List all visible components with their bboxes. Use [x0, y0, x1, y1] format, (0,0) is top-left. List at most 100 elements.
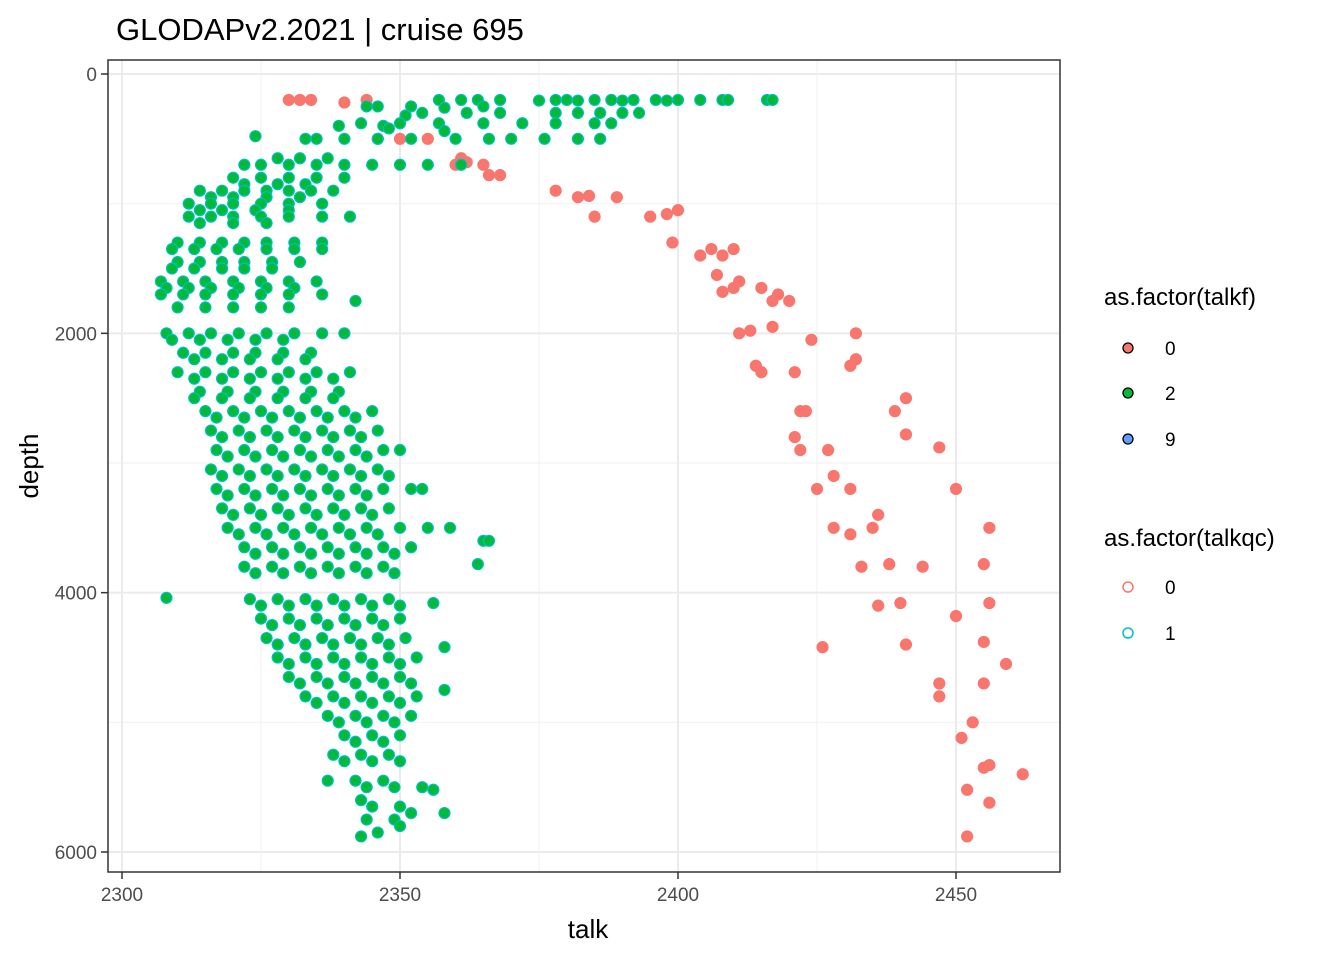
- data-point: [405, 806, 418, 820]
- data-point: [316, 210, 329, 223]
- data-point: [382, 651, 395, 664]
- data-point: [282, 612, 295, 625]
- data-point: [788, 366, 801, 379]
- data-point: [788, 430, 801, 444]
- data-point: [227, 508, 240, 521]
- data-point: [210, 242, 223, 256]
- legend-label: 0: [1165, 339, 1176, 360]
- data-point: [243, 593, 256, 606]
- data-point: [393, 657, 407, 671]
- data-point: [277, 547, 290, 560]
- data-point: [571, 191, 585, 204]
- data-point: [316, 288, 329, 301]
- legend-title: as.factor(talkf): [1104, 284, 1256, 311]
- data-point: [227, 217, 240, 230]
- data-point: [933, 690, 946, 703]
- data-point: [327, 502, 340, 515]
- data-point: [349, 709, 362, 722]
- data-point: [215, 392, 229, 405]
- data-point: [310, 171, 323, 184]
- data-point: [210, 443, 223, 457]
- data-point: [427, 783, 440, 796]
- legend-key: [1122, 627, 1134, 639]
- data-point: [766, 320, 779, 333]
- data-point: [477, 117, 490, 130]
- data-point: [360, 547, 373, 560]
- data-point: [282, 184, 295, 197]
- data-point: [705, 242, 718, 256]
- data-point: [571, 132, 585, 145]
- data-point: [299, 430, 312, 444]
- data-point: [349, 294, 362, 308]
- data-point: [304, 521, 318, 534]
- data-point: [338, 171, 351, 184]
- y-axis-label: depth: [14, 433, 44, 498]
- data-point: [243, 372, 256, 385]
- data-point: [299, 651, 312, 664]
- data-point: [371, 424, 384, 437]
- data-point: [327, 651, 340, 664]
- data-point: [266, 262, 279, 275]
- data-point: [493, 93, 507, 107]
- data-point: [671, 93, 685, 107]
- data-point: [282, 158, 295, 171]
- data-point: [388, 567, 401, 580]
- data-point: [360, 567, 373, 580]
- data-point: [277, 567, 290, 580]
- data-point: [349, 482, 362, 496]
- data-point: [894, 596, 907, 610]
- data-point: [382, 469, 395, 483]
- data-point: [382, 690, 395, 703]
- data-point: [354, 502, 368, 515]
- data-point: [338, 96, 351, 109]
- data-point: [455, 93, 468, 107]
- data-point: [405, 100, 418, 113]
- data-point: [371, 826, 384, 839]
- data-point: [316, 327, 329, 340]
- data-point: [310, 612, 323, 625]
- data-point: [199, 301, 212, 314]
- data-point: [332, 567, 345, 580]
- data-point: [388, 781, 401, 794]
- data-point: [310, 696, 323, 709]
- data-point: [393, 729, 407, 742]
- data-point: [260, 631, 273, 645]
- data-point: [716, 249, 729, 262]
- data-point: [366, 158, 379, 171]
- data-point: [282, 366, 295, 379]
- data-point: [660, 207, 673, 221]
- data-point: [649, 93, 662, 107]
- data-point: [316, 424, 329, 437]
- data-point: [310, 670, 323, 684]
- data-point: [360, 450, 373, 463]
- data-point: [277, 521, 290, 534]
- data-point: [293, 93, 307, 107]
- data-point: [282, 670, 295, 684]
- data-point: [983, 759, 996, 772]
- data-point: [416, 781, 429, 794]
- data-point: [260, 327, 273, 340]
- data-point: [215, 430, 229, 444]
- data-point: [332, 489, 345, 502]
- plot-panel: [108, 60, 1060, 872]
- data-point: [188, 392, 201, 405]
- data-point: [872, 508, 885, 521]
- data-point: [949, 609, 963, 623]
- x-tick-label: 2400: [657, 885, 699, 906]
- data-point: [288, 631, 301, 645]
- data-point: [983, 521, 996, 534]
- data-point: [299, 593, 312, 606]
- data-point: [366, 696, 379, 709]
- data-point: [282, 599, 295, 612]
- data-point: [182, 210, 195, 223]
- data-point: [360, 489, 373, 502]
- data-point: [321, 774, 334, 787]
- data-point: [188, 262, 201, 275]
- data-point: [288, 528, 301, 541]
- data-point: [354, 638, 368, 651]
- data-point: [438, 641, 451, 654]
- data-point: [271, 469, 284, 483]
- data-point: [321, 618, 334, 632]
- data-point: [493, 169, 507, 182]
